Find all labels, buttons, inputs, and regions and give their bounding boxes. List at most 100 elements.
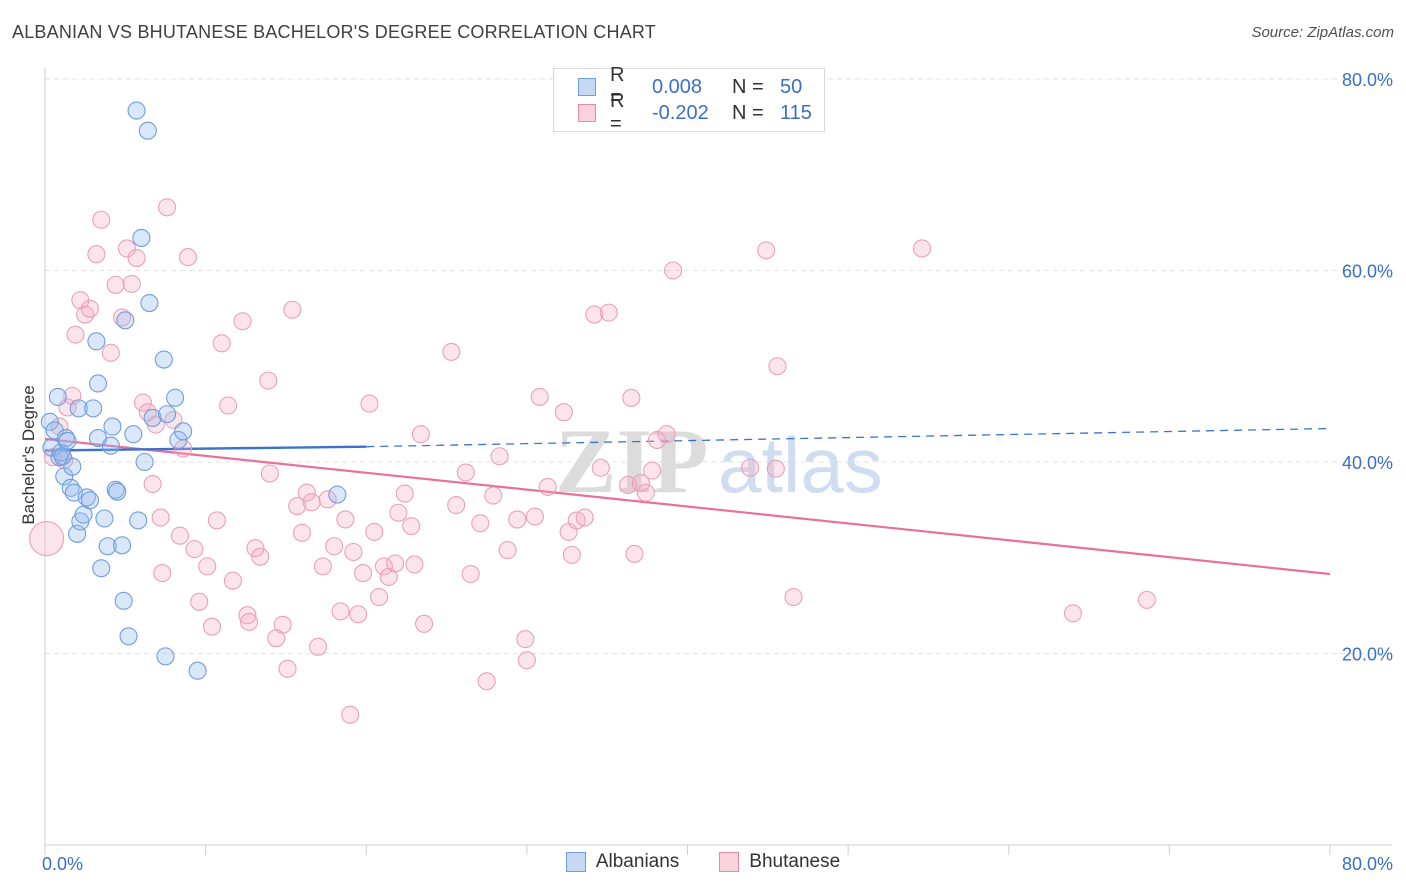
bhutanese-point xyxy=(341,705,360,724)
bhutanese-point xyxy=(349,605,368,624)
legend-row-bhutanese: R = -0.202 N = 115 xyxy=(578,90,812,135)
bhutanese-point xyxy=(517,651,536,670)
bhutanese-point xyxy=(29,521,65,557)
bhutanese-point xyxy=(585,305,604,324)
albanians-point xyxy=(92,559,111,578)
albanians-point xyxy=(80,491,100,510)
series-albanians xyxy=(40,101,347,680)
bhutanese-point xyxy=(185,540,204,559)
x-tick-label: 0.0% xyxy=(42,854,83,874)
bhutanese-point xyxy=(395,484,414,503)
albanians-legend-label: Albanians xyxy=(595,851,680,872)
albanians-point xyxy=(113,536,132,555)
bhutanese-point xyxy=(477,672,496,691)
bhutanese-point xyxy=(389,503,408,522)
bhutanese-point xyxy=(178,248,198,267)
albanians-legend-swatch xyxy=(565,852,586,872)
albanians-point xyxy=(127,101,146,120)
bhutanese-point xyxy=(158,198,177,217)
bhutanese-point xyxy=(153,564,172,583)
y-tick-label: 80.0% xyxy=(1342,70,1393,90)
albanians-point xyxy=(143,408,162,428)
bhutanese-point xyxy=(636,483,655,502)
bhutanese-point xyxy=(471,514,490,533)
bhutanese-point xyxy=(117,239,136,258)
n-label: N = xyxy=(732,75,764,98)
albanians-point xyxy=(108,482,127,501)
bhutanese-point xyxy=(122,274,141,293)
bhutanese-point xyxy=(66,325,85,344)
bhutanese-point xyxy=(80,299,100,318)
n-label: N = xyxy=(732,101,764,124)
albanians-swatch xyxy=(578,78,596,96)
bhutanese-point xyxy=(386,554,405,573)
bhutanese-point xyxy=(374,557,393,576)
bhutanese-point xyxy=(461,564,480,584)
albanians-point xyxy=(95,509,114,528)
albanians-point xyxy=(140,294,159,313)
watermark-atlas: atlas xyxy=(718,421,883,509)
bhutanese-point xyxy=(133,393,153,412)
bhutanese-point xyxy=(768,357,787,376)
albanians-point xyxy=(114,591,133,610)
y-axis-label: Bachelor's Degree xyxy=(19,385,38,524)
legend-item-albanians[interactable]: Albanians xyxy=(565,851,680,873)
bhutanese-point xyxy=(643,461,662,480)
bhutanese-point xyxy=(1137,590,1156,609)
legend-row-albanians: R = 0.008 N = 50 xyxy=(578,64,803,109)
bhutanese-swatch xyxy=(578,104,596,122)
bhutanese-point xyxy=(325,537,344,556)
bhutanese-point xyxy=(76,305,95,324)
bhutanese-point xyxy=(490,447,509,466)
bhutanese-point xyxy=(741,458,760,477)
x-tick-label: 80.0% xyxy=(1342,854,1393,874)
legend-item-bhutanese[interactable]: Bhutanese xyxy=(719,851,840,873)
chart-title: ALBANIAN VS BHUTANESE BACHELOR'S DEGREE … xyxy=(12,22,656,42)
bhutanese-point xyxy=(198,557,217,576)
r-label: R = xyxy=(610,64,625,109)
bhutanese-point xyxy=(498,541,517,560)
bhutanese-point xyxy=(402,517,421,536)
bhutanese-point xyxy=(283,300,302,319)
albanians-point xyxy=(103,417,122,436)
bhutanese-point xyxy=(278,659,297,678)
bhutanese-point xyxy=(273,615,292,634)
albanians-point xyxy=(116,311,135,330)
albanians-point xyxy=(69,399,88,418)
y-tick-label: 40.0% xyxy=(1342,453,1393,473)
bhutanese-point xyxy=(415,614,434,633)
bhutanese-point xyxy=(219,396,238,415)
bhutanese-point xyxy=(251,547,270,566)
bhutanese-point xyxy=(591,458,610,477)
bhutanese-point xyxy=(365,522,384,541)
bhutanese-point xyxy=(223,571,242,590)
albanians-point xyxy=(58,431,77,450)
bhutanese-point xyxy=(663,261,683,280)
bhutanese-point xyxy=(508,510,527,529)
r-value: 0.008 xyxy=(652,75,703,98)
bhutanese-point xyxy=(599,303,618,322)
bhutanese-point xyxy=(562,545,581,564)
albanians-point xyxy=(132,228,151,247)
n-value: 50 xyxy=(780,75,803,98)
bhutanese-point xyxy=(288,496,307,516)
bhutanese-point xyxy=(757,241,776,260)
bhutanese-point xyxy=(484,486,503,505)
bhutanese-point xyxy=(370,587,389,607)
bhutanese-point xyxy=(442,342,461,361)
bhutanese-point xyxy=(92,210,111,229)
bhutanese-point xyxy=(233,312,252,331)
albanians-point xyxy=(124,425,143,444)
bhutanese-point xyxy=(766,459,785,478)
bhutanese-point xyxy=(784,587,803,607)
bhutanese-point xyxy=(554,403,573,422)
bhutanese-point xyxy=(622,388,641,407)
stats-legend: R = 0.008 N = 50 R = -0.202 N = 115 xyxy=(553,64,825,135)
albanians-point xyxy=(135,452,154,472)
bhutanese-point xyxy=(302,493,321,512)
series-bhutanese xyxy=(29,198,1156,724)
albanians-point xyxy=(40,412,59,431)
bhutanese-point xyxy=(360,394,379,413)
trend-lines xyxy=(44,427,1331,576)
